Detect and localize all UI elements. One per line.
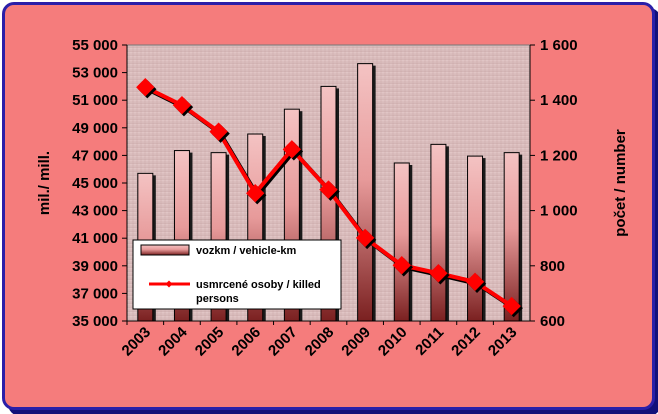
- right-tick-label: 1 400: [540, 92, 578, 109]
- bar-2009: [357, 63, 374, 322]
- left-axis-title: mil./ mill.: [36, 151, 53, 215]
- x-tick-label: 2005: [192, 324, 228, 360]
- legend: vozkm / vehicle-km usmrcené osoby / kill…: [132, 239, 342, 310]
- x-tick-label: 2003: [119, 324, 155, 360]
- left-tick-label: 47 000: [72, 147, 118, 164]
- right-tick-label: 800: [540, 258, 565, 275]
- right-tick-label: 1 200: [540, 147, 578, 164]
- line-point-2004: [172, 95, 192, 115]
- x-tick-label: 2009: [338, 324, 374, 360]
- x-tick-label: 2004: [155, 323, 191, 359]
- legend-line-label-1: usmrcené osoby / killed: [196, 279, 321, 291]
- line-point-2007: [282, 140, 302, 159]
- bar-2011: [430, 143, 447, 322]
- x-tick-label: 2006: [228, 324, 264, 360]
- bar-2010: [393, 162, 410, 322]
- legend-bar-label: vozkm / vehicle-km: [196, 245, 296, 257]
- line-point-2012: [465, 272, 485, 292]
- line-point-2003: [136, 78, 155, 97]
- line-point-2005: [209, 122, 228, 141]
- left-tick-label: 55 000: [72, 37, 118, 54]
- line-series: [136, 78, 523, 318]
- left-tick-label: 41 000: [72, 230, 118, 247]
- left-tick-label: 39 000: [72, 258, 118, 275]
- left-axis-ticks: 35 000 37 000 39 000 41 000 43 000 45 000 47 0…: [72, 37, 127, 330]
- legend-line-label-2: persons: [196, 293, 239, 305]
- left-tick-label: 49 000: [72, 120, 118, 137]
- x-tick-label: 2007: [265, 324, 301, 360]
- bar-2013: [503, 152, 520, 322]
- x-tick-label: 2010: [375, 324, 411, 360]
- line-point-2008: [319, 180, 338, 199]
- legend-bar-swatch: [140, 244, 190, 256]
- right-axis-ticks: 600 800 1 000 1 200 1 400 1 600: [530, 37, 578, 330]
- left-tick-label: 45 000: [72, 175, 118, 192]
- bar-2012: [467, 155, 484, 322]
- right-axis-title: počet / number: [612, 129, 629, 237]
- right-tick-label: 600: [540, 313, 565, 330]
- right-tick-label: 1 000: [540, 203, 578, 220]
- x-axis-ticks: 2003 2004 2005 2006 2007 2008 2009 2010 2011 2012…: [119, 321, 521, 359]
- right-tick-label: 1 600: [540, 37, 578, 54]
- left-tick-label: 37 000: [72, 285, 118, 302]
- line-point-2010: [392, 256, 411, 275]
- left-tick-label: 35 000: [72, 313, 118, 330]
- x-tick-label: 2012: [448, 324, 484, 360]
- x-tick-label: 2013: [485, 324, 521, 360]
- left-tick-label: 51 000: [72, 92, 118, 109]
- x-tick-label: 2008: [302, 324, 338, 360]
- x-tick-label: 2011: [412, 324, 447, 359]
- legend-line-marker: [165, 280, 173, 288]
- line-point-2013: [502, 296, 521, 316]
- left-tick-label: 53 000: [72, 65, 118, 82]
- line-point-2011: [429, 264, 448, 283]
- line-point-2006: [246, 184, 265, 203]
- line-point-2009: [355, 228, 375, 248]
- left-tick-label: 43 000: [72, 203, 118, 220]
